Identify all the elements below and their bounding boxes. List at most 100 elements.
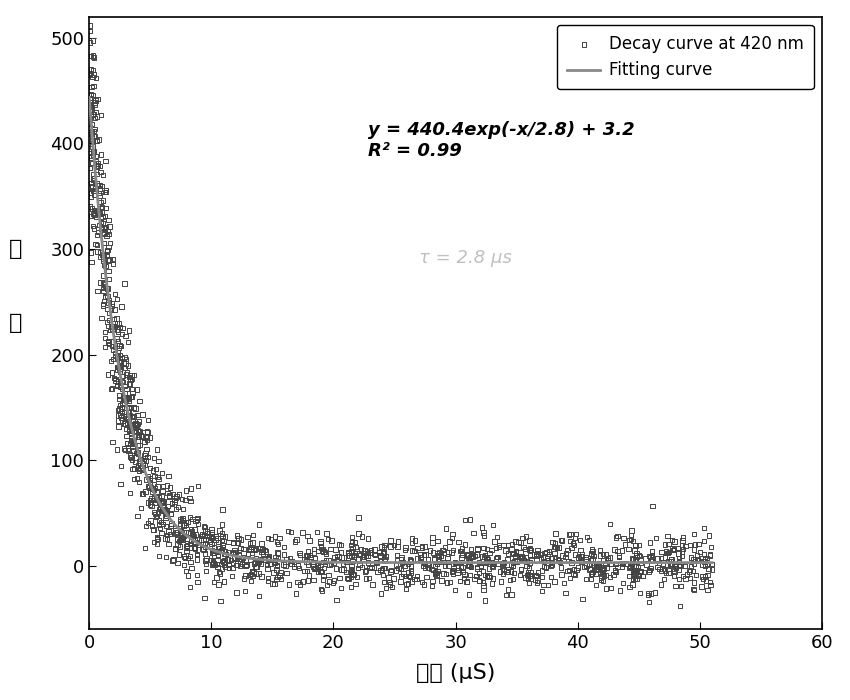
Decay curve at 420 nm (214, 545, 228, 556)
Decay curve at 420 nm (258, 554, 271, 565)
Decay curve at 420 nm (129, 422, 143, 433)
Decay curve at 420 nm (679, 573, 693, 584)
Decay curve at 420 nm (233, 560, 246, 571)
Decay curve at 420 nm (86, 51, 99, 62)
Decay curve at 420 nm (118, 363, 132, 374)
Decay curve at 420 nm (203, 535, 217, 546)
Decay curve at 420 nm (309, 563, 322, 574)
Decay curve at 420 nm (182, 527, 196, 538)
Decay curve at 420 nm (150, 491, 163, 502)
Decay curve at 420 nm (461, 549, 474, 560)
Decay curve at 420 nm (86, 71, 99, 83)
Decay curve at 420 nm (629, 560, 643, 571)
Decay curve at 420 nm (658, 539, 672, 550)
Decay curve at 420 nm (354, 544, 368, 555)
Decay curve at 420 nm (179, 517, 193, 528)
Decay curve at 420 nm (94, 217, 108, 228)
Decay curve at 420 nm (269, 554, 282, 566)
Decay curve at 420 nm (129, 447, 143, 458)
Decay curve at 420 nm (94, 149, 108, 160)
Decay curve at 420 nm (554, 562, 568, 573)
Decay curve at 420 nm (251, 557, 264, 568)
Decay curve at 420 nm (86, 220, 99, 231)
Decay curve at 420 nm (667, 543, 681, 554)
Decay curve at 420 nm (694, 553, 708, 564)
Decay curve at 420 nm (444, 576, 457, 587)
Decay curve at 420 nm (104, 324, 117, 335)
Decay curve at 420 nm (273, 533, 286, 544)
Decay curve at 420 nm (700, 559, 714, 570)
Decay curve at 420 nm (332, 539, 346, 550)
Decay curve at 420 nm (586, 557, 599, 568)
Decay curve at 420 nm (171, 558, 184, 569)
Decay curve at 420 nm (87, 80, 100, 92)
Decay curve at 420 nm (191, 519, 205, 530)
Decay curve at 420 nm (503, 574, 517, 585)
Decay curve at 420 nm (238, 585, 252, 596)
Decay curve at 420 nm (558, 552, 572, 563)
Decay curve at 420 nm (426, 532, 439, 543)
Decay curve at 420 nm (112, 361, 126, 372)
Decay curve at 420 nm (212, 542, 226, 554)
Decay curve at 420 nm (239, 560, 252, 571)
Decay curve at 420 nm (226, 557, 240, 568)
Decay curve at 420 nm (153, 502, 167, 513)
Decay curve at 420 nm (520, 569, 534, 580)
Decay curve at 420 nm (189, 537, 202, 548)
Decay curve at 420 nm (575, 549, 589, 560)
Decay curve at 420 nm (702, 563, 716, 574)
Decay curve at 420 nm (530, 577, 544, 588)
Decay curve at 420 nm (129, 417, 143, 428)
Decay curve at 420 nm (484, 545, 498, 556)
Decay curve at 420 nm (177, 530, 190, 541)
Decay curve at 420 nm (558, 578, 571, 589)
Decay curve at 420 nm (111, 326, 125, 337)
Decay curve at 420 nm (476, 565, 490, 576)
Decay curve at 420 nm (170, 491, 184, 502)
Decay curve at 420 nm (186, 529, 200, 540)
Decay curve at 420 nm (574, 551, 587, 562)
Decay curve at 420 nm (139, 521, 153, 532)
Decay curve at 420 nm (206, 545, 219, 556)
Decay curve at 420 nm (478, 570, 491, 581)
Decay curve at 420 nm (539, 561, 552, 573)
Decay curve at 420 nm (112, 393, 126, 405)
Decay curve at 420 nm (110, 318, 124, 329)
Decay curve at 420 nm (218, 575, 231, 587)
Decay curve at 420 nm (201, 534, 215, 545)
Decay curve at 420 nm (103, 254, 116, 265)
Decay curve at 420 nm (502, 566, 515, 578)
Decay curve at 420 nm (160, 533, 173, 544)
Decay curve at 420 nm (609, 559, 622, 570)
Decay curve at 420 nm (642, 550, 655, 561)
Decay curve at 420 nm (704, 580, 717, 591)
Decay curve at 420 nm (95, 202, 109, 213)
Decay curve at 420 nm (433, 546, 446, 557)
Decay curve at 420 nm (156, 502, 169, 513)
Decay curve at 420 nm (626, 573, 640, 584)
Decay curve at 420 nm (480, 572, 494, 583)
Decay curve at 420 nm (657, 564, 671, 575)
Decay curve at 420 nm (212, 566, 226, 578)
Decay curve at 420 nm (98, 279, 111, 290)
Decay curve at 420 nm (514, 547, 528, 558)
Decay curve at 420 nm (574, 545, 587, 556)
Decay curve at 420 nm (122, 372, 136, 383)
Decay curve at 420 nm (301, 546, 314, 557)
Decay curve at 420 nm (479, 595, 492, 606)
Decay curve at 420 nm (629, 540, 643, 551)
Decay curve at 420 nm (131, 448, 145, 459)
Decay curve at 420 nm (92, 209, 105, 220)
Decay curve at 420 nm (561, 566, 575, 577)
Decay curve at 420 nm (426, 547, 439, 558)
Decay curve at 420 nm (94, 206, 108, 217)
Decay curve at 420 nm (628, 568, 642, 579)
Decay curve at 420 nm (86, 182, 99, 193)
Decay curve at 420 nm (105, 298, 119, 309)
Decay curve at 420 nm (542, 546, 556, 557)
Decay curve at 420 nm (236, 543, 250, 554)
Decay curve at 420 nm (430, 569, 444, 580)
Decay curve at 420 nm (120, 430, 133, 442)
Decay curve at 420 nm (311, 561, 325, 573)
Decay curve at 420 nm (383, 541, 397, 552)
